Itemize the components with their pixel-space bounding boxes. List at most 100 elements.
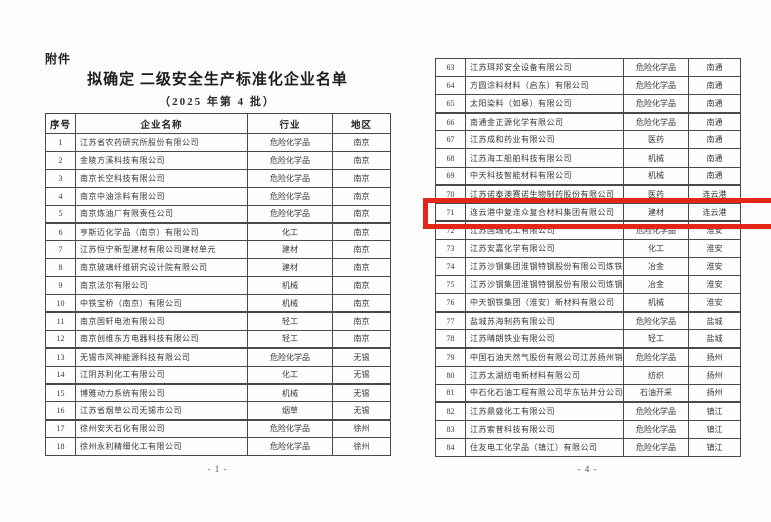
table-row: 5 南京炼油厂有限责任公司 危险化学品 南京 — [45, 204, 391, 224]
region: 南京 — [332, 186, 391, 206]
region: 无锡 — [332, 401, 391, 421]
row-no: 72 — [435, 220, 466, 240]
industry: 危险化学品 — [623, 401, 689, 421]
company-name: 中天钢铁集团（淮安）新材料有限公司 — [465, 293, 624, 313]
table-row: 76 中天钢铁集团（淮安）新材料有限公司 机械 淮安 — [435, 293, 741, 313]
industry: 冶金 — [623, 275, 689, 295]
table-row: 84 住友电工化学品（镇江）有限公司 危险化学品 镇江 — [435, 437, 741, 458]
company-name: 方圆涂料材料（启东）有限公司 — [465, 76, 624, 96]
table-row: 75 江苏沙钢集团淮钢特钢股份有限公司炼钢车间 冶金 淮安 — [435, 275, 741, 295]
region: 南京 — [332, 168, 391, 188]
industry: 建材 — [247, 258, 333, 278]
row-no: 7 — [45, 240, 76, 260]
row-no: 71 — [435, 202, 466, 223]
region: 徐州 — [332, 437, 391, 457]
region: 南京 — [332, 311, 391, 331]
row-no: 3 — [45, 168, 76, 188]
industry: 危险化学品 — [247, 347, 333, 367]
industry: 机械 — [623, 148, 689, 168]
industry: 化工 — [623, 238, 689, 259]
table-row: 6 亨斯迈化学品（南京）有限公司 化工 南京 — [45, 222, 391, 242]
region: 盐城 — [688, 311, 741, 331]
table-header-row: 序号 企业名称 行业 地区 — [45, 113, 391, 134]
row-no: 14 — [45, 365, 76, 385]
table-row: 68 江苏海工船舶科技有限公司 机械 南通 — [435, 148, 741, 168]
table-row: 13 无锡市风神能源科技有限公司 危险化学品 无锡 — [45, 347, 391, 367]
table-row: 79中国石油天然气股份有限公司江苏扬州销售分公司危险化学品扬州 — [435, 347, 741, 367]
region: 盐城 — [688, 329, 741, 350]
table-row: 3 南京长空科技有限公司 危险化学品 南京 — [45, 168, 391, 188]
table-row: 67 江苏成和药业有限公司 医药 南通 — [435, 130, 741, 150]
company-name: 太阳染料（如皋）有限公司 — [465, 94, 624, 114]
industry: 危险化学品 — [247, 419, 333, 439]
table-row: 11 南京国轩电池有限公司 轻工 南京 — [45, 311, 391, 331]
company-name: 江苏诺泰澳赛诺生物制药股份有限公司 — [465, 184, 624, 204]
row-no: 75 — [435, 275, 466, 295]
row-no: 11 — [45, 311, 76, 331]
table-row: 66 南通金正源化学有限公司 危险化学品 南通 — [435, 112, 741, 132]
company-name: 江苏安嘉化学有限公司 — [465, 238, 624, 259]
industry: 危险化学品 — [623, 112, 689, 132]
column-header-no: 序号 — [45, 113, 76, 134]
company-name: 江苏沙钢集团淮钢特钢股份有限公司炼铁车间 — [465, 257, 624, 277]
industry: 化工 — [247, 365, 333, 385]
industry: 危险化学品 — [247, 168, 333, 188]
region: 扬州 — [688, 365, 741, 385]
company-name: 住友电工化学品（镇江）有限公司 — [465, 437, 624, 458]
company-table-page-1: 序号 企业名称 行业 地区 1 江苏省农药研究所股份有限公司 危险化学品 南京 2 金陵方… — [45, 113, 391, 457]
row-no: 13 — [45, 347, 76, 367]
company-name: 江苏恒宁新型建材有限公司建材单元 — [75, 240, 248, 260]
industry: 危险化学品 — [623, 76, 689, 96]
company-name: 中铁宝桥（南京）有限公司 — [75, 294, 248, 314]
company-name: 连云港中复连众复合材料集团有限公司 — [465, 202, 624, 223]
region: 连云港 — [688, 202, 741, 223]
region: 镇江 — [688, 437, 741, 458]
industry: 危险化学品 — [247, 204, 333, 224]
table-row: 10 中铁宝桥（南京）有限公司 机械 南京 — [45, 294, 391, 314]
company-name: 南京创维东方电器科技有限公司 — [75, 329, 248, 350]
row-no: 65 — [435, 94, 466, 114]
table-row: 69 中天科技智能材料有限公司 机械 南通 — [435, 166, 741, 187]
table-row: 15 博雅动力系统有限公司 机械 无锡 — [45, 383, 391, 403]
industry: 机械 — [247, 383, 333, 403]
document-title: 拟确定 二级安全生产标准化企业名单 — [87, 72, 348, 88]
row-no: 17 — [45, 419, 76, 439]
company-name: 江苏鼎盛化工有限公司 — [465, 401, 624, 421]
company-name: 南京法尔有限公司 — [75, 276, 248, 296]
row-no: 12 — [45, 329, 76, 350]
column-header-industry: 行业 — [247, 113, 333, 134]
industry: 轻工 — [247, 329, 333, 350]
industry: 轻工 — [247, 311, 333, 331]
company-name: 江阴苏利化工有限公司 — [75, 365, 248, 385]
row-no: 2 — [45, 150, 76, 170]
row-no: 74 — [435, 257, 466, 277]
industry: 危险化学品 — [247, 186, 333, 206]
row-no: 70 — [435, 184, 466, 204]
industry: 医药 — [623, 184, 689, 204]
region: 徐州 — [332, 419, 391, 439]
table-row: 4 南京中油涂料有限公司 危险化学品 南京 — [45, 186, 391, 206]
region: 南通 — [688, 166, 741, 187]
row-no: 9 — [45, 276, 76, 296]
region: 南京 — [332, 222, 391, 242]
row-no: 81 — [435, 383, 466, 404]
column-header-region: 地区 — [332, 113, 391, 134]
page-number-right: - 4 - — [577, 464, 598, 474]
row-no: 83 — [435, 419, 466, 439]
document-subtitle: （2025 年第 4 批） — [159, 96, 276, 108]
region: 淮安 — [688, 220, 741, 240]
table-row: 78 江苏晴朗铁业有限公司 轻工 盐城 — [435, 329, 741, 350]
row-no: 76 — [435, 293, 466, 313]
industry: 危险化学品 — [623, 94, 689, 114]
company-name: 金陵方溪科技有限公司 — [75, 150, 248, 170]
industry: 化工 — [247, 222, 333, 242]
region: 淮安 — [688, 293, 741, 313]
industry: 危险化学品 — [623, 220, 689, 240]
table-row: 8 南京玻璃纤维研究设计院有限公司 建材 南京 — [45, 258, 391, 278]
company-name: 中石化石油工程有限公司华东钻井分公司 — [465, 383, 624, 404]
company-name: 南京国轩电池有限公司 — [75, 311, 248, 331]
region: 南通 — [688, 94, 741, 114]
company-name: 徐州永利精细化工有限公司 — [75, 437, 248, 457]
region: 南京 — [332, 133, 391, 152]
row-no: 68 — [435, 148, 466, 168]
